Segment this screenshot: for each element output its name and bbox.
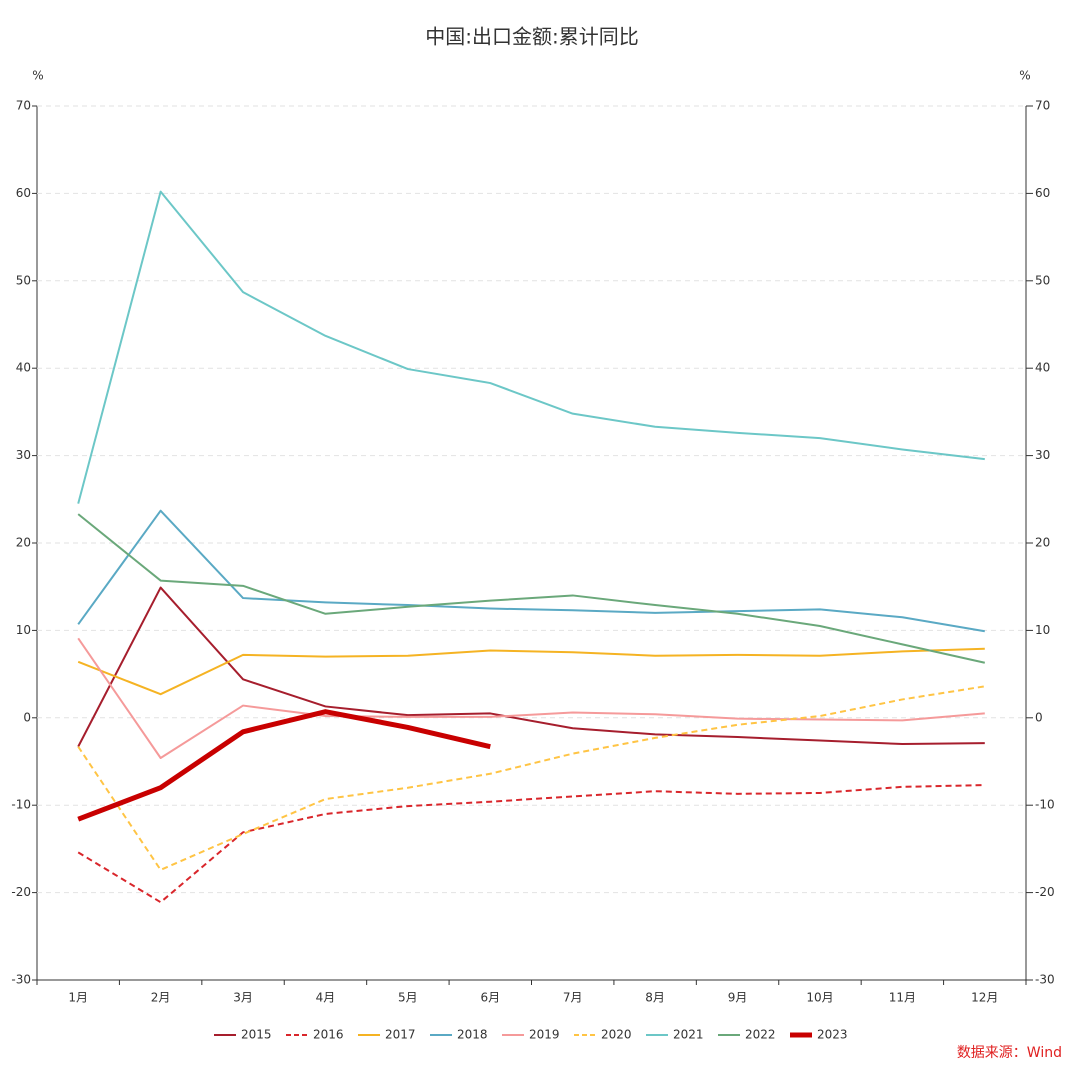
y2-tick-label: -30 bbox=[1035, 973, 1055, 987]
legend-label: 2023 bbox=[817, 1028, 848, 1042]
x-tick-label: 8月 bbox=[645, 991, 665, 1005]
y-tick-label: -10 bbox=[11, 798, 31, 812]
legend-label: 2022 bbox=[745, 1028, 776, 1042]
legend-label: 2017 bbox=[385, 1028, 416, 1042]
legend-label: 2021 bbox=[673, 1028, 704, 1042]
y-tick-label: 60 bbox=[16, 186, 31, 200]
x-tick-label: 10月 bbox=[806, 991, 833, 1005]
x-tick-label: 1月 bbox=[68, 991, 88, 1005]
y2-unit: % bbox=[1019, 69, 1030, 83]
y2-tick-label: 40 bbox=[1035, 361, 1050, 375]
x-tick-label: 2月 bbox=[151, 991, 171, 1005]
legend-label: 2020 bbox=[601, 1028, 632, 1042]
y-tick-label: 30 bbox=[16, 448, 31, 462]
y-tick-label: 40 bbox=[16, 361, 31, 375]
legend-label: 2018 bbox=[457, 1028, 488, 1042]
x-tick-label: 6月 bbox=[480, 991, 500, 1005]
series-line bbox=[77, 190, 985, 504]
series-line bbox=[77, 709, 491, 822]
y-tick-label: -20 bbox=[11, 885, 31, 899]
series-line bbox=[77, 784, 985, 904]
series-line bbox=[77, 685, 985, 871]
y-tick-label: 50 bbox=[16, 273, 31, 287]
x-tick-label: 7月 bbox=[563, 991, 583, 1005]
y2-tick-label: 70 bbox=[1035, 99, 1050, 113]
y2-tick-label: 50 bbox=[1035, 273, 1050, 287]
series-line bbox=[77, 637, 985, 760]
series-line bbox=[77, 509, 985, 633]
y2-tick-label: -10 bbox=[1035, 798, 1055, 812]
y-tick-label: 70 bbox=[16, 99, 31, 113]
chart-title: 中国:出口金额:累计同比 bbox=[425, 25, 638, 49]
x-tick-label: 9月 bbox=[728, 991, 748, 1005]
series-line bbox=[77, 513, 986, 664]
y2-tick-label: -20 bbox=[1035, 885, 1055, 899]
y2-tick-label: 30 bbox=[1035, 448, 1050, 462]
y-tick-label: -30 bbox=[11, 973, 31, 987]
y-tick-label: 20 bbox=[16, 536, 31, 550]
x-tick-label: 4月 bbox=[316, 991, 336, 1005]
x-tick-label: 5月 bbox=[398, 991, 418, 1005]
y2-tick-label: 60 bbox=[1035, 186, 1050, 200]
x-tick-label: 12月 bbox=[971, 991, 998, 1005]
y-tick-label: 0 bbox=[23, 710, 31, 724]
y2-tick-label: 20 bbox=[1035, 536, 1050, 550]
y-tick-label: 10 bbox=[16, 623, 31, 637]
series-line bbox=[77, 647, 985, 696]
y2-tick-label: 0 bbox=[1035, 710, 1043, 724]
y-unit: % bbox=[32, 69, 43, 83]
legend-label: 2016 bbox=[313, 1028, 344, 1042]
series-line bbox=[77, 586, 985, 748]
x-tick-label: 3月 bbox=[233, 991, 253, 1005]
source-note: 数据来源：Wind bbox=[957, 1045, 1062, 1061]
x-tick-label: 11月 bbox=[889, 991, 916, 1005]
y2-tick-label: 10 bbox=[1035, 623, 1050, 637]
legend-label: 2015 bbox=[241, 1028, 272, 1042]
legend-label: 2019 bbox=[529, 1028, 560, 1042]
